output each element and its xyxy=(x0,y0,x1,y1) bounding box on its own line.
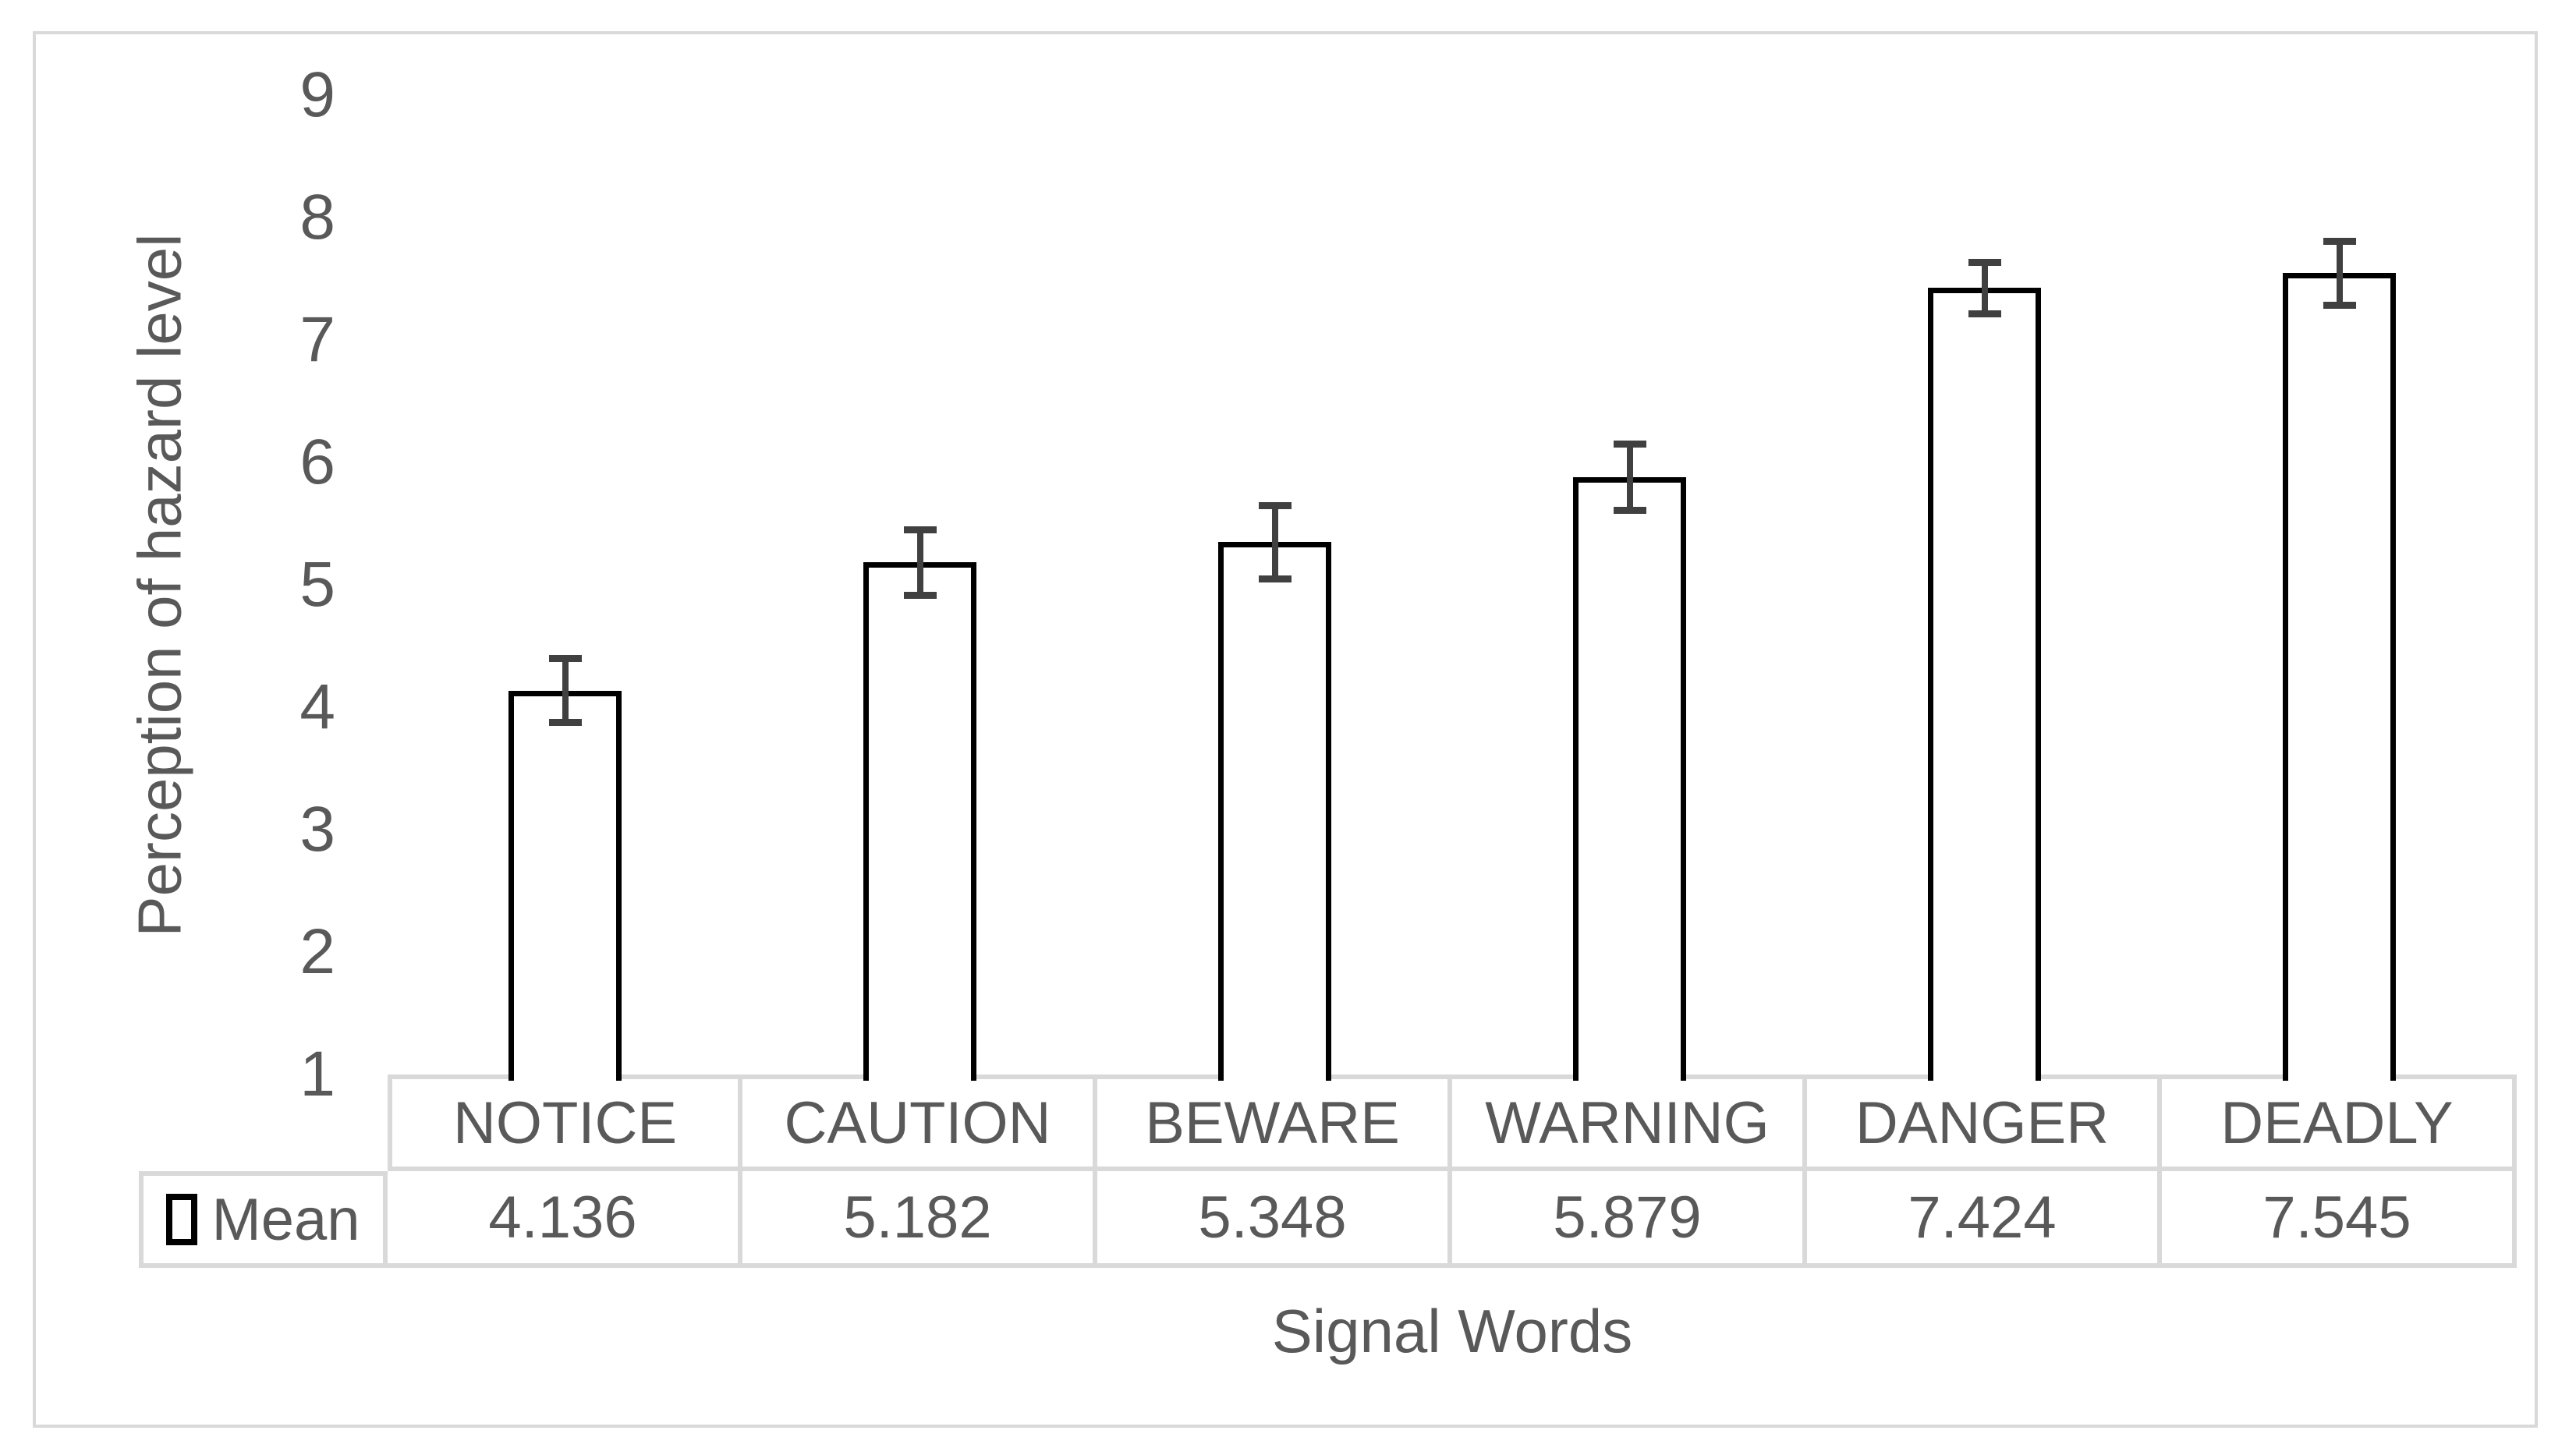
error-bar-cap-top-beware xyxy=(1258,501,1292,509)
table-value-warning: 5.879 xyxy=(1452,1171,1807,1268)
series-marker-icon xyxy=(166,1194,198,1245)
error-bar-cap-top-notice xyxy=(548,655,582,663)
y-tick-label-2: 2 xyxy=(299,916,335,987)
legend-label: Mean xyxy=(211,1186,360,1253)
error-bar-whisker-caution xyxy=(916,529,923,596)
error-bar-cap-bottom-beware xyxy=(1258,575,1292,582)
y-tick-label-6: 6 xyxy=(299,427,335,497)
y-tick-label-4: 4 xyxy=(299,671,335,742)
table-value-deadly: 7.545 xyxy=(2162,1171,2517,1268)
table-corner-spacer xyxy=(139,1074,388,1171)
data-table: NOTICE CAUTION BEWARE WARNING DANGER DEADLY Me… xyxy=(139,1074,2517,1268)
error-bar-cap-bottom-warning xyxy=(1613,506,1646,514)
error-bar-cap-top-deadly xyxy=(2323,238,2356,246)
legend-cell: Mean xyxy=(139,1171,388,1268)
error-bar-cap-top-caution xyxy=(903,526,937,533)
table-value-danger: 7.424 xyxy=(1807,1171,2162,1268)
figure-border xyxy=(33,31,2538,1428)
bar-warning xyxy=(1573,476,1686,1081)
table-value-caution: 5.182 xyxy=(742,1171,1097,1268)
table-value-notice: 4.136 xyxy=(388,1171,742,1268)
error-bar-cap-top-danger xyxy=(1968,258,2001,266)
table-header-danger: DANGER xyxy=(1807,1074,2162,1171)
error-bar-cap-bottom-caution xyxy=(903,592,937,600)
error-bar-cap-bottom-deadly xyxy=(2323,301,2356,309)
bar-notice xyxy=(508,690,622,1081)
error-bar-whisker-danger xyxy=(1981,262,1988,314)
error-bar-whisker-deadly xyxy=(2336,241,2343,306)
y-tick-label-5: 5 xyxy=(299,549,335,620)
table-header-warning: WARNING xyxy=(1452,1074,1807,1171)
table-header-notice: NOTICE xyxy=(388,1074,742,1171)
bar-deadly xyxy=(2283,273,2396,1081)
x-axis-title: Signal Words xyxy=(1271,1297,1633,1365)
y-tick-label-3: 3 xyxy=(299,794,335,865)
bar-caution xyxy=(863,562,976,1081)
table-header-caution: CAUTION xyxy=(742,1074,1097,1171)
y-tick-label-8: 8 xyxy=(299,182,335,253)
bar-danger xyxy=(1928,288,2041,1081)
table-value-beware: 5.348 xyxy=(1097,1171,1452,1268)
error-bar-whisker-warning xyxy=(1626,444,1633,511)
error-bar-cap-bottom-notice xyxy=(548,718,582,726)
y-tick-label-7: 7 xyxy=(299,304,335,375)
error-bar-whisker-notice xyxy=(562,658,569,723)
error-bar-cap-top-warning xyxy=(1613,441,1646,448)
table-header-beware: BEWARE xyxy=(1097,1074,1452,1171)
bar-beware xyxy=(1218,542,1331,1081)
error-bar-whisker-beware xyxy=(1271,505,1278,579)
y-tick-label-1: 1 xyxy=(299,1039,335,1110)
error-bar-cap-bottom-danger xyxy=(1968,310,2001,317)
table-header-deadly: DEADLY xyxy=(2162,1074,2517,1171)
y-tick-label-9: 9 xyxy=(299,59,335,130)
